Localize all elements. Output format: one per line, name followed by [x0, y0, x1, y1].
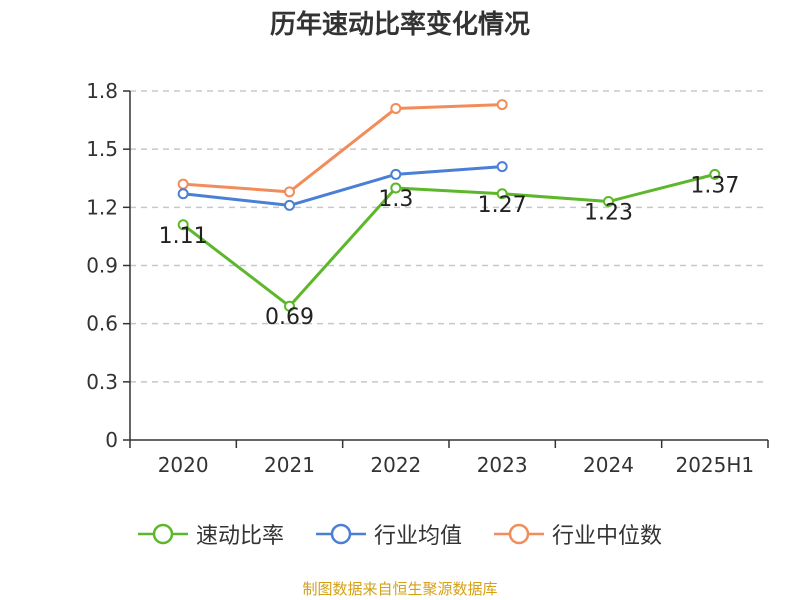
series-line [182, 172, 716, 308]
data-point [177, 178, 189, 190]
x-tick-label: 2022 [370, 453, 421, 477]
legend-item-industry-mean[interactable]: 行业均值 [315, 518, 462, 550]
data-point [177, 188, 189, 200]
y-tick-label: 1.5 [86, 137, 118, 161]
data-point [496, 161, 508, 173]
x-tick-label: 2024 [583, 453, 634, 477]
data-point [496, 188, 508, 200]
legend-marker-icon [315, 523, 366, 545]
data-label: 1.37 [690, 173, 739, 198]
x-tick-label: 2021 [264, 453, 315, 477]
legend-label: 行业中位数 [552, 524, 663, 549]
data-label: 1.27 [478, 193, 527, 218]
source-note: 制图数据来自恒生聚源数据库 [302, 580, 498, 598]
series-line [183, 103, 503, 194]
y-tick-label: 0.9 [86, 254, 118, 278]
y-tick-label: 0.6 [86, 312, 118, 336]
data-point [284, 199, 295, 211]
data-point [284, 186, 295, 198]
data-point [603, 196, 614, 208]
y-tick-label: 0 [105, 428, 118, 452]
legend-item-quick-ratio[interactable]: 速动比率 [137, 518, 284, 550]
legend-label: 行业均值 [373, 524, 462, 549]
data-point [390, 182, 402, 194]
y-tick-label: 1.8 [86, 79, 118, 103]
y-tick-label: 1.2 [86, 195, 118, 219]
data-label: 1.23 [584, 201, 633, 226]
chart-title: 历年速动比率变化情况 [269, 10, 530, 40]
y-tick-label: 0.3 [86, 370, 118, 394]
series-line [183, 165, 503, 207]
data-point [390, 168, 402, 180]
legend: 速动比率 行业均值 行业中位数 [0, 518, 800, 550]
x-tick-label: 2025H1 [675, 453, 754, 477]
legend-marker-icon [137, 523, 188, 545]
data-point [496, 99, 508, 111]
x-tick-label: 2023 [477, 453, 528, 477]
data-label: 1.3 [378, 187, 413, 212]
x-tick-label: 2020 [158, 453, 209, 477]
data-point [284, 300, 295, 312]
legend-label: 速动比率 [195, 524, 284, 549]
data-label: 1.11 [159, 224, 208, 249]
data-point [709, 168, 721, 180]
data-label: 0.69 [265, 305, 314, 330]
data-point [390, 102, 402, 114]
data-point [177, 219, 189, 231]
legend-item-industry-median[interactable]: 行业中位数 [494, 518, 662, 550]
legend-marker-icon [494, 523, 544, 545]
